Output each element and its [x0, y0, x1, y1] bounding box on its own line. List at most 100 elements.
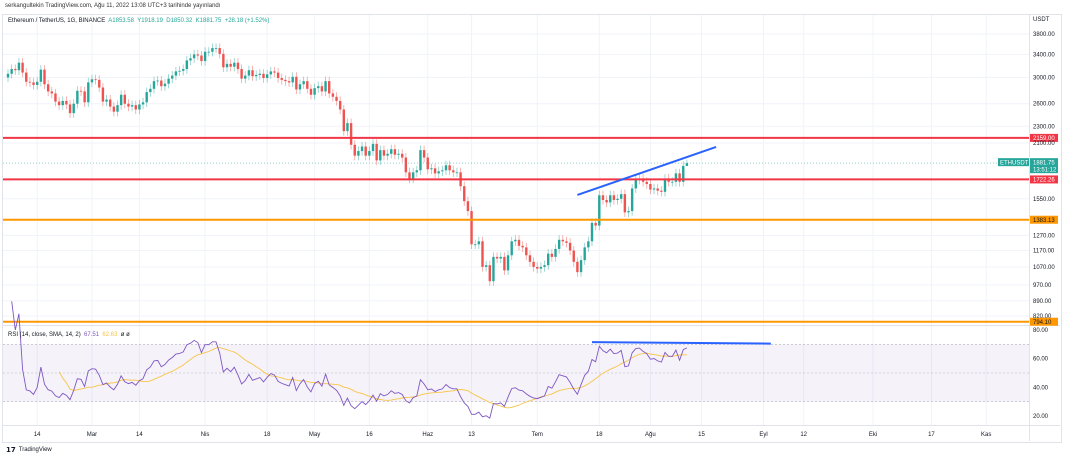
price-level-badge [1030, 175, 1058, 184]
candle [525, 242, 528, 260]
candle-body [561, 239, 564, 242]
price-axis-tick: 890.00 [1033, 299, 1052, 305]
time-axis-tick: Ağu [645, 432, 656, 438]
price-axis-tick: 3800.00 [1033, 32, 1055, 38]
candle [521, 241, 524, 253]
candle [678, 168, 681, 187]
candle-body [222, 53, 225, 68]
candle [583, 242, 586, 265]
candle-body [262, 73, 265, 79]
candle-body [328, 81, 331, 94]
candle-body [685, 163, 689, 166]
brand-name: TradingView [18, 447, 52, 453]
candle [390, 144, 393, 159]
candle-body [269, 71, 272, 75]
candle [510, 236, 513, 260]
candle-body [415, 170, 418, 173]
candle [87, 77, 90, 107]
candle [83, 86, 86, 107]
time-axis-tick: 14 [136, 432, 143, 438]
price-axis-tick: 3400.00 [1033, 52, 1055, 58]
candle-body [401, 153, 404, 158]
candle [258, 69, 262, 80]
candle-body [674, 173, 678, 182]
price-trendline [577, 146, 717, 196]
candle-body [211, 48, 214, 52]
time-axis-tick: 16 [366, 432, 373, 438]
candle-body [371, 143, 375, 152]
candle [401, 149, 404, 163]
candle [189, 53, 192, 66]
candle [342, 104, 345, 136]
candle-body [54, 93, 57, 102]
time-axis-tick: 18 [596, 432, 603, 438]
candle [346, 118, 349, 136]
rsi-line [11, 301, 688, 419]
candle-body [452, 170, 455, 173]
candle-body [419, 150, 422, 171]
candle [145, 87, 148, 107]
candle [338, 96, 342, 115]
candle-body [492, 256, 495, 282]
candle [368, 146, 371, 161]
candle [324, 76, 327, 97]
ohlc-change: +28.18 (+1.52%) [224, 18, 270, 24]
candle-body [408, 172, 411, 179]
candle-body [547, 253, 550, 266]
price-axis-tick: 1070.00 [1033, 265, 1055, 271]
candle-body [422, 150, 426, 158]
ohlc-open: A1853.58 [108, 18, 134, 24]
time-axis-tick: Eyl [759, 432, 767, 438]
candle-body [105, 99, 108, 102]
candle-body [656, 188, 659, 191]
candle [284, 75, 287, 86]
candle [630, 183, 634, 216]
candle [492, 252, 495, 286]
candle [627, 206, 630, 217]
candle-body [594, 222, 597, 226]
candle-body [280, 78, 283, 80]
candle [433, 163, 437, 179]
candle [598, 190, 601, 231]
candle-body [171, 75, 174, 79]
candle-body [123, 94, 126, 104]
ohlc-close: K1881.75 [195, 18, 222, 24]
candle-body [57, 101, 61, 106]
candle-body [386, 153, 389, 156]
candle [50, 86, 53, 99]
candle [375, 139, 378, 166]
candle-body [609, 195, 612, 203]
candle-body [536, 266, 539, 269]
candle [218, 43, 221, 59]
candle-body [495, 256, 499, 259]
time-axis-tick: 17 [928, 432, 935, 438]
candle [360, 141, 364, 156]
candle [331, 88, 335, 102]
candle-body [375, 143, 378, 161]
candle-body [236, 62, 240, 70]
candle [262, 69, 265, 83]
candle-body [525, 247, 528, 256]
candle-body [576, 261, 579, 273]
candle [477, 236, 481, 249]
candle [233, 58, 236, 72]
tradingview-logo-icon: 𝟭𝟳 [6, 447, 16, 454]
candle [572, 245, 575, 267]
candle-body [87, 82, 90, 103]
candle-body [627, 211, 630, 213]
candle-body [583, 247, 586, 261]
candle [207, 47, 210, 57]
candle [116, 100, 119, 117]
candle [660, 186, 663, 197]
candle-body [521, 245, 524, 248]
time-axis-tick: 13 [468, 432, 475, 438]
price-axis-tick: 1270.00 [1033, 233, 1055, 239]
candle [222, 49, 225, 72]
candle [452, 165, 455, 177]
candle-body [411, 172, 415, 179]
candle-body [364, 146, 367, 156]
candle-body [119, 94, 123, 106]
candle-body [98, 79, 101, 88]
candle-body [342, 109, 345, 132]
